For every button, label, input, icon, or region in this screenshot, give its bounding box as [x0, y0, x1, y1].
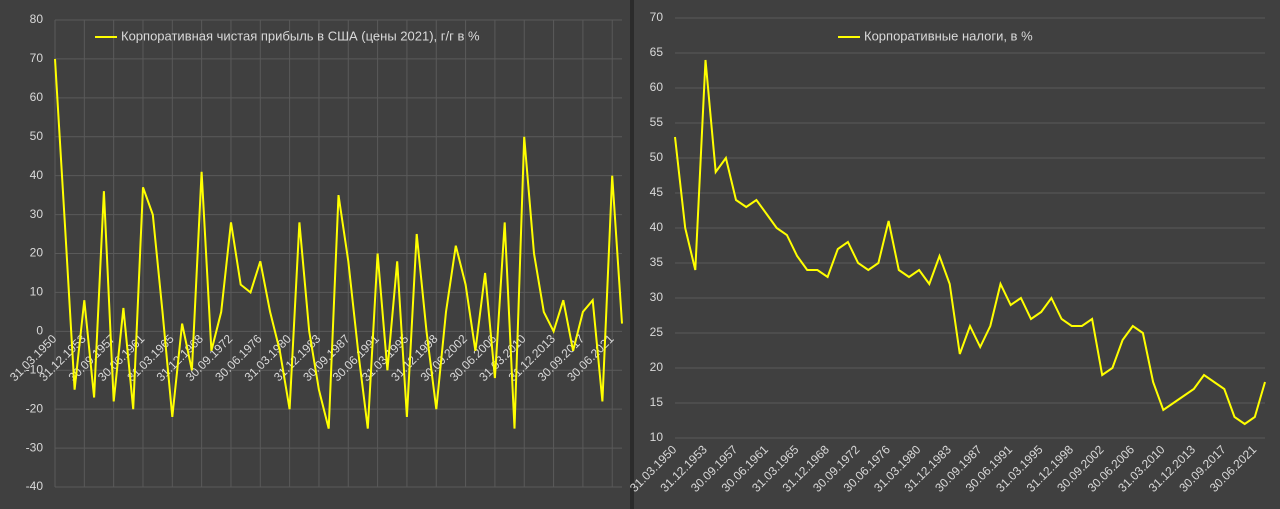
y-tick-label: 20: [650, 360, 664, 374]
legend-label: Корпоративная чистая прибыль в США (цены…: [121, 28, 480, 43]
y-tick-label: 25: [650, 325, 664, 339]
y-tick-label: 30: [30, 207, 44, 221]
y-tick-label: 50: [650, 150, 664, 164]
y-tick-label: 65: [650, 45, 664, 59]
y-tick-label: 45: [650, 185, 664, 199]
y-tick-label: 20: [30, 246, 44, 260]
data-line: [674, 59, 1266, 426]
y-tick-label: -10: [26, 362, 44, 376]
y-tick-label: -40: [26, 479, 44, 493]
legend-label: Корпоративные налоги, в %: [864, 28, 1033, 43]
y-tick-label: 10: [30, 285, 44, 299]
y-tick-label: 35: [650, 255, 664, 269]
y-tick-label: -30: [26, 440, 44, 454]
y-tick-label: 70: [650, 10, 664, 24]
y-tick-label: 30: [650, 290, 664, 304]
y-tick-label: 0: [36, 324, 43, 338]
panel-background: [634, 0, 1280, 509]
data-line: [54, 58, 623, 429]
y-tick-label: 15: [650, 395, 664, 409]
panel-background: [0, 0, 630, 509]
y-tick-label: 80: [30, 12, 44, 26]
y-tick-label: -20: [26, 401, 44, 415]
y-tick-label: 10: [650, 430, 664, 444]
y-tick-label: 60: [650, 80, 664, 94]
y-tick-label: 60: [30, 90, 44, 104]
y-tick-label: 40: [650, 220, 664, 234]
y-tick-label: 70: [30, 51, 44, 65]
y-tick-label: 55: [650, 115, 664, 129]
y-tick-label: 40: [30, 168, 44, 182]
y-tick-label: 50: [30, 129, 44, 143]
